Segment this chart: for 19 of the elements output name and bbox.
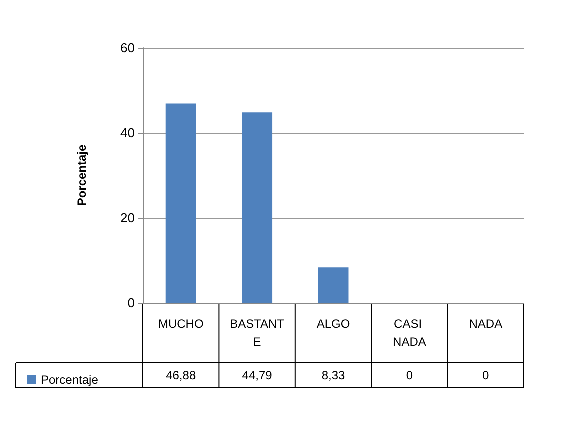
legend-label: Porcentaje	[41, 373, 99, 387]
y-tick-label: 0	[128, 296, 135, 310]
data-label: 44,79	[242, 368, 273, 382]
bar	[242, 112, 273, 303]
x-tick-label: ALGO	[316, 317, 350, 331]
bar	[318, 268, 349, 303]
x-tick-label: CASI NADA	[393, 317, 426, 349]
x-tick-label: NADA	[469, 317, 503, 331]
data-label: 8,33	[322, 368, 346, 382]
x-tick-label: BASTANTE	[230, 317, 286, 349]
bar	[166, 104, 196, 303]
data-label: 46,88	[166, 368, 196, 382]
x-tick-label: MUCHO	[158, 317, 204, 331]
y-tick-label: 20	[120, 210, 135, 226]
data-label: 0	[482, 368, 490, 382]
y-axis-title: Porcentaje	[75, 144, 89, 206]
y-tick-label: 60	[120, 40, 135, 56]
y-tick-label: 40	[120, 126, 135, 140]
data-label: 0	[406, 368, 414, 382]
